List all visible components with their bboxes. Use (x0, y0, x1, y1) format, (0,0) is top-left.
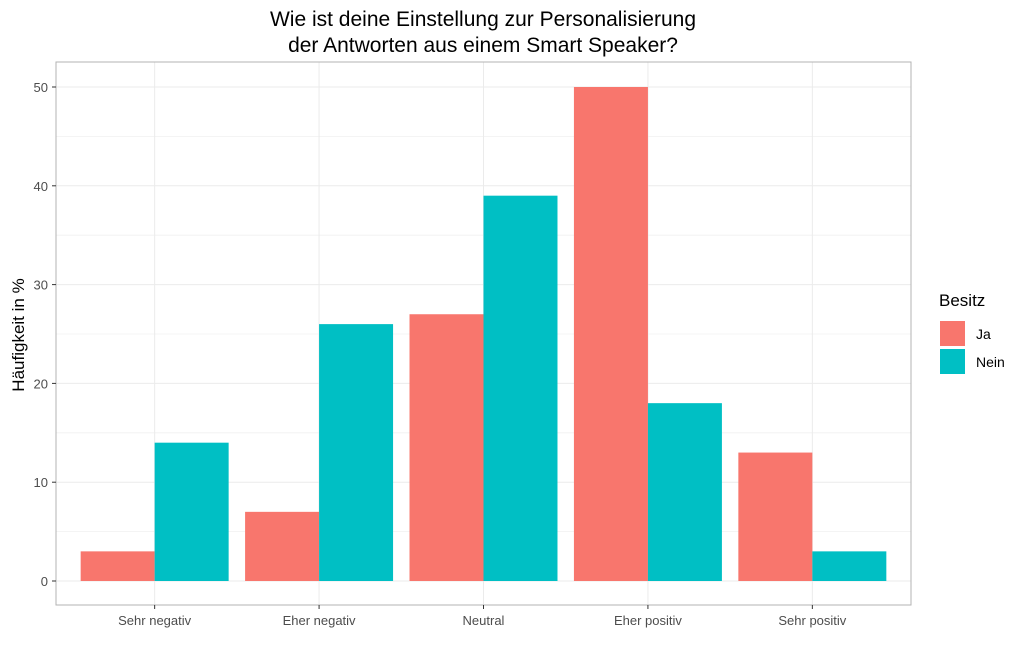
legend-label-nein: Nein (976, 354, 1005, 370)
x-tick-label: Eher negativ (283, 613, 356, 628)
y-tick-label: 40 (34, 179, 48, 194)
bar-ja-5 (738, 452, 813, 581)
x-tick-label: Sehr positiv (778, 613, 846, 628)
bar-ja-4 (573, 87, 648, 581)
bar-nein-5 (812, 551, 887, 581)
bar-ja-1 (80, 551, 155, 581)
x-axis: Sehr negativ Eher negativ Neutral Eher posi… (118, 605, 847, 628)
bar-nein-1 (154, 442, 229, 581)
x-tick-label: Neutral (463, 613, 505, 628)
y-tick-label: 10 (34, 475, 48, 490)
legend-key-nein (940, 349, 965, 374)
legend-title: Besitz (939, 291, 985, 310)
x-tick-label: Sehr negativ (118, 613, 191, 628)
legend-label-ja: Ja (976, 326, 991, 342)
bar-ja-3 (409, 314, 484, 581)
bar-ja-2 (245, 511, 320, 581)
legend: Besitz Ja Nein (939, 291, 1005, 374)
y-tick-label: 30 (34, 278, 48, 293)
legend-key-ja (940, 321, 965, 346)
bar-nein-3 (483, 195, 558, 581)
chart-title-line-2: der Antworten aus einem Smart Speaker? (288, 34, 678, 57)
bar-nein-4 (647, 403, 722, 581)
chart-title-line-1: Wie ist deine Einstellung zur Personalis… (270, 8, 696, 31)
y-axis-label: Häufigkeit in % (9, 278, 28, 391)
y-axis: 0 10 20 30 40 50 (34, 80, 56, 589)
x-tick-label: Eher positiv (614, 613, 682, 628)
bar-nein-2 (319, 324, 394, 581)
y-tick-label: 50 (34, 80, 48, 95)
y-tick-label: 0 (41, 574, 48, 589)
bars (80, 87, 887, 581)
y-tick-label: 20 (34, 376, 48, 391)
